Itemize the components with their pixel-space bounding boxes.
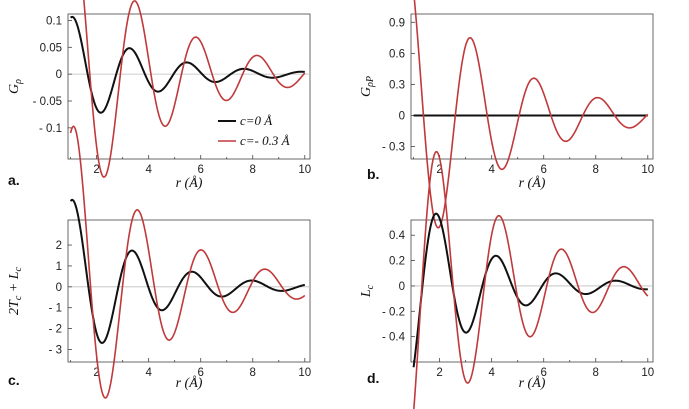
panel-b: 2 4 6 8 10 0.9 0.6 0.3 0 - 0.3 r (Å) GρP b. [359, 0, 654, 229]
x-axis-title: r (Å) [519, 175, 546, 191]
x-tick-label: 10 [641, 367, 654, 379]
x-tick-label: 4 [488, 164, 495, 176]
y-tick-label: - 0.1 [39, 123, 62, 135]
series-line-black [69, 15, 305, 114]
y-tick-label: 2 [56, 240, 62, 252]
x-tick-label: 4 [145, 164, 152, 176]
x-tick-label: 4 [145, 367, 152, 379]
x-tick-label: 6 [541, 164, 547, 176]
x-tick-label: 6 [541, 367, 547, 379]
y-tick-label: 0.2 [389, 256, 405, 268]
x-axis-title: r (Å) [176, 175, 203, 191]
y-tick-label: - 2 [49, 324, 62, 336]
x-tick-label: 2 [93, 367, 99, 379]
x-tick-label: 6 [198, 367, 204, 379]
x-tick-label: 8 [250, 164, 256, 176]
y-tick-label: - 1 [49, 303, 62, 315]
x-tick-label: 2 [436, 164, 442, 176]
y-tick-label: - 0.05 [33, 96, 62, 108]
y-tick-label: 0.4 [389, 230, 406, 242]
x-tick-label: 8 [593, 164, 599, 176]
y-tick-label: - 3 [49, 344, 62, 356]
y-tick-label: 0.3 [389, 79, 405, 91]
y-tick-label: - 0.3 [382, 142, 405, 154]
x-tick-label: 10 [298, 367, 311, 379]
y-tick-label: - 0.4 [382, 332, 406, 344]
y-tick-label: 1 [56, 261, 62, 273]
panel-label: b. [367, 166, 379, 182]
x-tick-label: 8 [250, 367, 256, 379]
y-tick-label: - 0.2 [382, 306, 405, 318]
y-axis-title: 2Tc + Lc [7, 266, 24, 314]
legend-label: c=0 Å [240, 113, 272, 128]
x-tick-label: 10 [641, 164, 654, 176]
panel-label: d. [367, 370, 379, 386]
series-line-red [413, 150, 649, 409]
y-axis-title: Lc [359, 284, 376, 298]
y-tick-label: 0.6 [389, 48, 405, 60]
plot-frame [410, 13, 654, 160]
plot-frame [67, 13, 311, 160]
y-tick-label: 0.1 [46, 15, 62, 27]
x-tick-label: 2 [93, 164, 99, 176]
y-tick-label: 0 [56, 69, 62, 81]
series-line-black [69, 198, 306, 345]
plot-frame [410, 219, 654, 363]
y-tick-label: 0 [56, 282, 62, 294]
y-tick-label: 0 [399, 281, 405, 293]
y-axis-title: Gρ [7, 79, 24, 94]
x-tick-label: 4 [488, 367, 495, 379]
legend-label: c=- 0.3 Å [240, 133, 290, 148]
panel-label: c. [8, 372, 20, 388]
y-tick-label: 0.05 [40, 42, 62, 54]
series-line-red [69, 125, 306, 399]
y-tick-label: 0 [399, 111, 405, 123]
x-tick-label: 10 [298, 164, 311, 176]
x-tick-label: 8 [593, 367, 599, 379]
panel-a: 2 4 6 8 10 0.1 0.05 0 - 0.05 - 0.1 r (Å) Gρ a. c=0 Å c… [7, 0, 311, 191]
x-tick-label: 2 [436, 367, 442, 379]
series-line-red [413, 0, 649, 229]
x-axis-title: r (Å) [519, 375, 546, 391]
x-axis-title: r (Å) [176, 375, 203, 391]
x-tick-label: 6 [198, 164, 204, 176]
panel-label: a. [8, 172, 20, 188]
plot-frame [67, 219, 311, 363]
panel-d: 2 4 6 8 10 0.4 0.2 0 - 0.2 - 0.4 r (Å) Lc d. [359, 150, 654, 409]
y-axis-title: GρP [359, 76, 376, 97]
series-line-red [83, 0, 306, 179]
y-tick-label: 0.9 [389, 17, 405, 29]
